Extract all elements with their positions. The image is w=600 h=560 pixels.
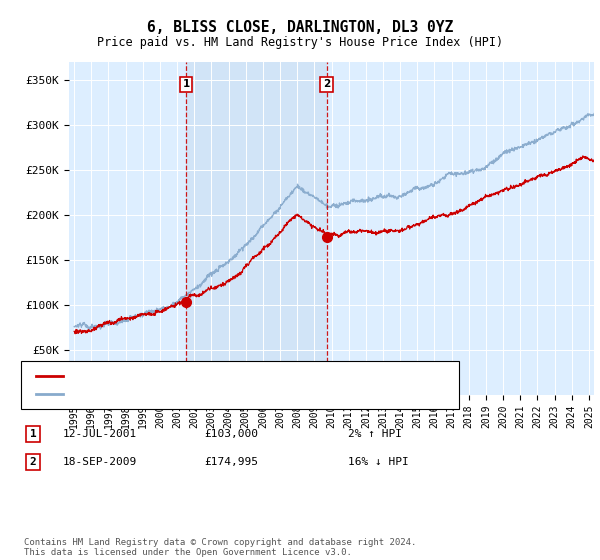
Bar (186, 62, 326, 395)
Text: 6, BLISS CLOSE, DARLINGTON, DL3 0YZ (detached house): 6, BLISS CLOSE, DARLINGTON, DL3 0YZ (det… (69, 371, 394, 381)
Text: 16% ↓ HPI: 16% ↓ HPI (348, 457, 409, 467)
Text: 2: 2 (29, 457, 37, 467)
Text: £174,995: £174,995 (204, 457, 258, 467)
Text: Price paid vs. HM Land Registry's House Price Index (HPI): Price paid vs. HM Land Registry's House … (97, 36, 503, 49)
Text: 2% ↑ HPI: 2% ↑ HPI (348, 429, 402, 439)
Text: Contains HM Land Registry data © Crown copyright and database right 2024.
This d: Contains HM Land Registry data © Crown c… (24, 538, 416, 557)
Text: 12-JUL-2001: 12-JUL-2001 (63, 429, 137, 439)
Text: £103,000: £103,000 (204, 429, 258, 439)
Text: HPI: Average price, detached house, Darlington: HPI: Average price, detached house, Darl… (69, 389, 356, 399)
Text: 18-SEP-2009: 18-SEP-2009 (63, 457, 137, 467)
Text: 6, BLISS CLOSE, DARLINGTON, DL3 0YZ: 6, BLISS CLOSE, DARLINGTON, DL3 0YZ (147, 20, 453, 35)
Text: 1: 1 (182, 79, 190, 89)
Text: 2: 2 (323, 79, 331, 89)
Text: 1: 1 (29, 429, 37, 439)
